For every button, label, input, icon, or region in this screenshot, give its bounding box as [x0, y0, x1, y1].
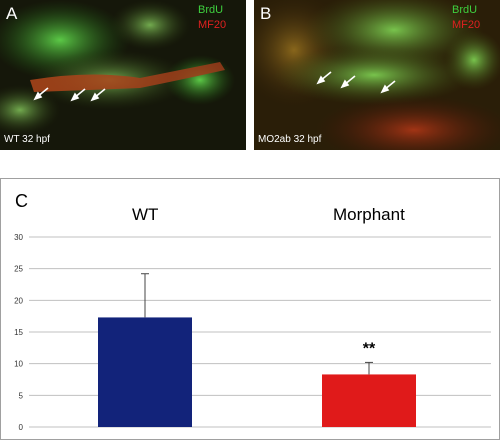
arrow-icon: [316, 71, 332, 85]
panel-a-stain-brdu: BrdU: [198, 4, 224, 16]
chart-panel: 0 5 10 15 20 25 30 ** C WT Morphant: [0, 178, 500, 440]
category-label-morphant: Morphant: [333, 205, 405, 224]
panel-a-caption: WT 32 hpf: [4, 134, 50, 145]
panel-a-micrograph: [0, 0, 246, 150]
y-tick-label: 0: [19, 423, 24, 432]
panel-a-arrows: [33, 87, 106, 102]
y-tick-label: 20: [14, 296, 23, 305]
y-tick-label: 15: [14, 328, 23, 337]
panel-a-stain-mf20: MF20: [198, 19, 227, 31]
arrow-icon: [380, 80, 396, 94]
y-tick-label: 30: [14, 233, 23, 242]
arrow-icon: [70, 88, 86, 102]
panel-b-letter: B: [260, 4, 272, 23]
y-tick-label: 25: [14, 265, 23, 274]
panel-a-letter: A: [6, 4, 18, 23]
significance-marker: **: [363, 340, 376, 357]
panel-b-image: B BrdU MF20 MO2ab 32 hpf: [254, 0, 500, 150]
panel-b-stain-mf20: MF20: [452, 19, 481, 31]
panel-b-micrograph: [254, 0, 500, 150]
category-label-wt: WT: [132, 205, 159, 224]
panel-b-arrows: [316, 71, 396, 94]
bar-chart: 0 5 10 15 20 25 30 **: [14, 233, 491, 432]
y-tick-label: 10: [14, 360, 23, 369]
panel-a-image: A BrdU MF20 WT 32 hpf: [0, 0, 246, 150]
bar-wt: [98, 317, 192, 427]
panel-c-letter: C: [15, 191, 28, 211]
panel-b-caption: MO2ab 32 hpf: [258, 134, 322, 145]
arrow-icon: [33, 87, 49, 101]
bar-morphant: [322, 374, 416, 427]
y-tick-label: 5: [19, 391, 24, 400]
arrow-icon: [90, 88, 106, 102]
arrow-icon: [340, 75, 356, 89]
panel-b-stain-brdu: BrdU: [452, 4, 478, 16]
